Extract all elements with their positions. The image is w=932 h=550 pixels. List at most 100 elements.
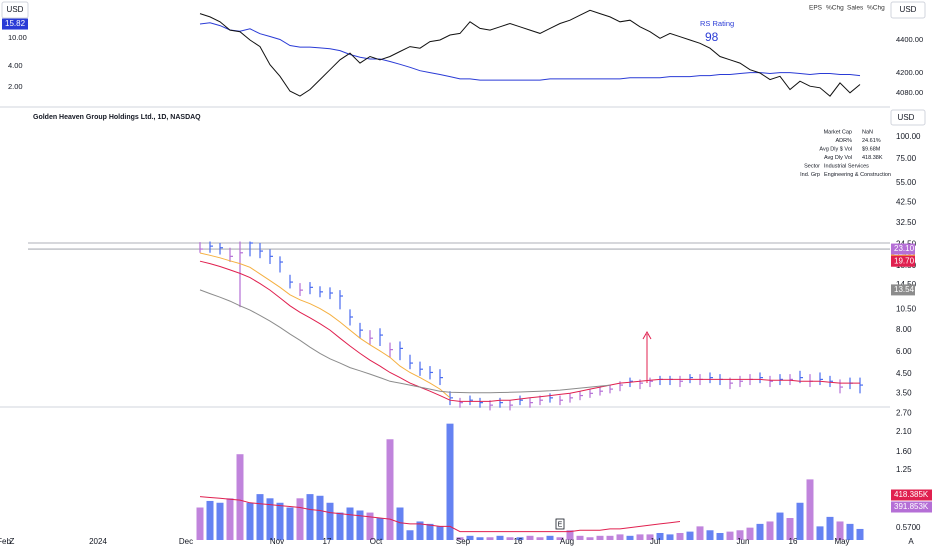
tab[interactable]: EPS: [809, 5, 823, 12]
y-tick-label: 8.00: [896, 325, 912, 334]
volume-bar: [606, 535, 614, 540]
series-line: [199, 289, 611, 394]
y-tick-label: 42.50: [896, 198, 917, 207]
y-tick-label: 10.00: [8, 33, 27, 42]
last-value-label: 19.70: [894, 256, 915, 265]
volume-bar: [226, 498, 234, 540]
info-label: ADR%: [835, 138, 852, 144]
x-tick-label: Aug: [560, 537, 574, 546]
volume-bar: [286, 507, 294, 540]
y-tick-label: 10.50: [896, 304, 917, 313]
volume-bar: [686, 531, 694, 540]
volume-bar: [386, 439, 394, 540]
volume-bar: [266, 498, 274, 540]
y-tick-label: 2.70: [896, 408, 912, 417]
info-value: NaN: [862, 129, 873, 135]
volume-bar: [516, 537, 524, 540]
last-value-label: 15.82: [5, 19, 26, 28]
y-tick-label: 32.50: [896, 218, 917, 227]
volume-bar: [726, 531, 734, 540]
x-tick-label: Nov: [270, 537, 284, 546]
info-label: Avg Dly Vol: [824, 155, 852, 161]
series-line: [199, 22, 861, 81]
y-tick-label: 4.00: [8, 61, 23, 70]
currency-label: USD: [900, 5, 917, 14]
volume-bar: [656, 532, 664, 540]
last-value-label: 13.54: [894, 285, 915, 294]
currency-label: USD: [7, 5, 24, 14]
volume-bar: [506, 537, 514, 540]
y-tick-label: 75.00: [896, 154, 917, 163]
info-label: Avg Dly $ Vol: [819, 146, 852, 152]
tab[interactable]: %Chg: [826, 5, 844, 12]
info-value: 418.38K: [862, 155, 883, 161]
rs-rating: 98: [705, 30, 719, 44]
volume-bar: [746, 527, 754, 540]
volume-bar: [336, 512, 344, 540]
volume-bar: [806, 479, 814, 540]
y2-tick-label: 4200.00: [896, 68, 923, 77]
series-line: [199, 9, 861, 97]
tab[interactable]: %Chg: [867, 5, 885, 12]
volume-bar: [206, 500, 214, 540]
last-value-box: [891, 243, 915, 255]
volume-bar: [366, 512, 374, 540]
volume-bar: [426, 523, 434, 540]
tab[interactable]: Sales: [847, 5, 864, 12]
volume-bar: [526, 535, 534, 540]
x-tick-label: May: [834, 537, 849, 546]
volume-bar: [396, 507, 404, 540]
info-label: Market Cap: [824, 129, 852, 135]
volume-bar: [246, 502, 254, 540]
volume-bar: [856, 528, 864, 540]
volume-bar: [346, 507, 354, 540]
volume-bar: [786, 518, 794, 540]
currency-button[interactable]: [1, 1, 29, 19]
volume-bar: [536, 537, 544, 540]
x-tick-label: Dec: [179, 537, 193, 546]
volume-bar: [826, 516, 834, 540]
series-line: [199, 260, 860, 402]
volume-bar: [456, 537, 464, 540]
volume-bar: [596, 535, 604, 540]
volume-bar: [376, 518, 384, 540]
volume-bar: [776, 512, 784, 540]
x-tick-label: Oct: [370, 537, 383, 546]
volume-bar: [196, 507, 204, 540]
currency-button[interactable]: [890, 1, 926, 19]
y-tick-label: 4.50: [896, 369, 912, 378]
volume-bar: [566, 530, 574, 540]
info-value: $9.68M: [862, 146, 881, 152]
volume-bar: [416, 521, 424, 540]
y-tick-label: 3.50: [896, 388, 912, 397]
corner-button[interactable]: Z: [10, 537, 15, 546]
y-tick-label: 100.00: [896, 132, 921, 141]
chart-title: Golden Heaven Group Holdings Ltd., 1D, N…: [33, 114, 201, 121]
volume-bar: [406, 530, 414, 540]
volume-bar: [676, 532, 684, 540]
last-value-label: 418.385K: [894, 490, 929, 499]
info-label: Sector: [804, 163, 820, 169]
volume-bar: [356, 510, 364, 540]
volume-bar: [496, 535, 504, 540]
info-value: 24.61%: [862, 138, 881, 144]
volume-bar: [556, 537, 564, 540]
volume-bar: [586, 537, 594, 540]
corner-button[interactable]: A: [908, 537, 914, 546]
volume-bar: [276, 502, 284, 540]
series-line: [199, 252, 451, 399]
x-tick-label: 16: [514, 537, 523, 546]
y-tick-label: 1.60: [896, 447, 912, 456]
last-value-label: 23.10: [894, 244, 915, 253]
last-value-box: [2, 18, 28, 30]
volume-bar: [796, 502, 804, 540]
currency-label: USD: [898, 113, 915, 122]
y-tick-label: 1.25: [896, 465, 912, 474]
x-tick-label: Sep: [456, 537, 471, 546]
volume-bar: [236, 454, 244, 540]
volume-bar: [576, 535, 584, 540]
event-marker: [555, 518, 565, 530]
currency-button[interactable]: [890, 109, 926, 126]
x-tick-label: 17: [323, 537, 332, 546]
